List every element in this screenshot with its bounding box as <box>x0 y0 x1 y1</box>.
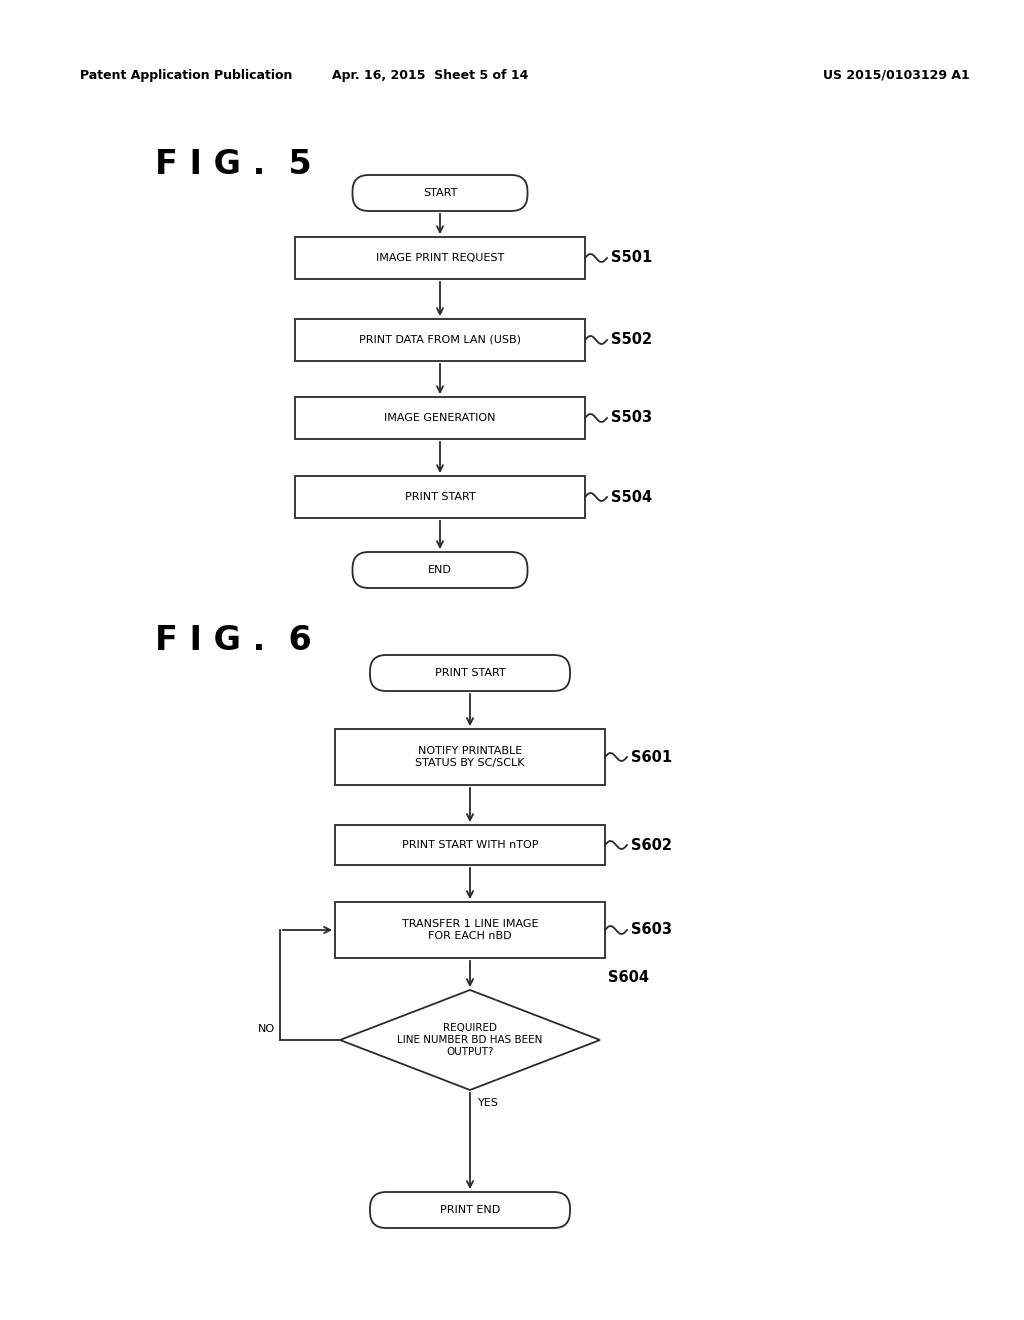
Text: END: END <box>428 565 452 576</box>
Polygon shape <box>340 990 600 1090</box>
Bar <box>295 319 585 360</box>
FancyBboxPatch shape <box>352 552 527 587</box>
Bar <box>335 825 605 865</box>
Text: S602: S602 <box>631 837 672 853</box>
Bar <box>295 397 585 440</box>
Text: S501: S501 <box>611 251 652 265</box>
Text: PRINT START: PRINT START <box>404 492 475 502</box>
Text: Apr. 16, 2015  Sheet 5 of 14: Apr. 16, 2015 Sheet 5 of 14 <box>332 69 528 82</box>
Text: PRINT END: PRINT END <box>440 1205 500 1214</box>
Text: NO: NO <box>258 1024 275 1034</box>
Text: IMAGE GENERATION: IMAGE GENERATION <box>384 413 496 422</box>
Text: PRINT START WITH nTOP: PRINT START WITH nTOP <box>401 840 539 850</box>
Bar <box>335 902 605 958</box>
FancyBboxPatch shape <box>370 1192 570 1228</box>
Text: START: START <box>423 187 457 198</box>
FancyBboxPatch shape <box>352 176 527 211</box>
Text: PRINT DATA FROM LAN (USB): PRINT DATA FROM LAN (USB) <box>359 335 521 345</box>
Bar <box>295 238 585 279</box>
Text: Patent Application Publication: Patent Application Publication <box>80 69 293 82</box>
Text: S502: S502 <box>611 333 652 347</box>
Text: S603: S603 <box>631 923 672 937</box>
Bar <box>295 477 585 517</box>
Text: PRINT START: PRINT START <box>434 668 506 678</box>
Text: S504: S504 <box>611 490 652 504</box>
FancyBboxPatch shape <box>370 655 570 690</box>
Text: IMAGE PRINT REQUEST: IMAGE PRINT REQUEST <box>376 253 504 263</box>
Text: S604: S604 <box>608 970 649 985</box>
Text: TRANSFER 1 LINE IMAGE
FOR EACH nBD: TRANSFER 1 LINE IMAGE FOR EACH nBD <box>401 919 539 941</box>
Text: NOTIFY PRINTABLE
STATUS BY SC/SCLK: NOTIFY PRINTABLE STATUS BY SC/SCLK <box>416 746 524 768</box>
Text: F I G .  6: F I G . 6 <box>155 623 311 656</box>
Text: YES: YES <box>478 1098 499 1107</box>
Bar <box>335 729 605 785</box>
Text: F I G .  5: F I G . 5 <box>155 149 311 181</box>
Text: US 2015/0103129 A1: US 2015/0103129 A1 <box>823 69 970 82</box>
Text: S503: S503 <box>611 411 652 425</box>
Text: REQUIRED
LINE NUMBER BD HAS BEEN
OUTPUT?: REQUIRED LINE NUMBER BD HAS BEEN OUTPUT? <box>397 1023 543 1056</box>
Text: S601: S601 <box>631 750 672 764</box>
